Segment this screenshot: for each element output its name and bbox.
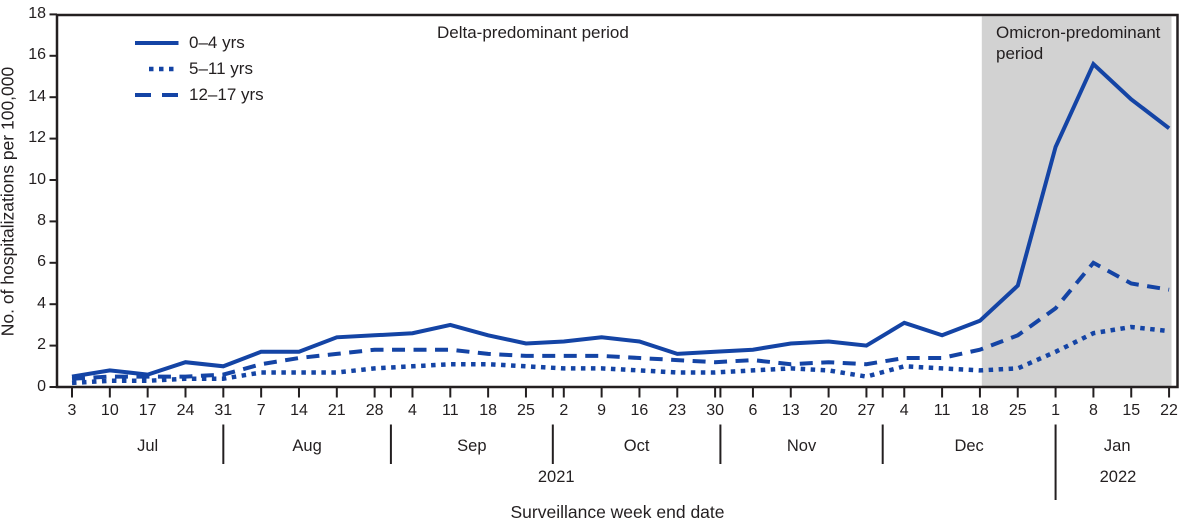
month-label: Aug: [292, 437, 322, 455]
x-tick-label: 30: [706, 402, 724, 419]
x-tick-label: 21: [327, 402, 346, 419]
x-tick-label: 27: [857, 402, 876, 419]
legend-label: 0–4 yrs: [189, 33, 245, 52]
legend-item: 5–11 yrs: [135, 56, 264, 82]
month-label: Dec: [954, 437, 984, 455]
x-tick-label: 13: [781, 402, 800, 419]
x-tick-label: 2: [559, 402, 569, 419]
x-tick-label: 25: [1008, 402, 1027, 419]
x-tick-label: 31: [214, 402, 233, 419]
x-tick-label: 25: [517, 402, 535, 419]
dashed-line-sample: [135, 93, 179, 97]
y-tick-label: 6: [37, 253, 46, 271]
series-line-5-11-yrs: [71, 324, 1170, 386]
legend-item: 12–17 yrs: [135, 82, 264, 108]
legend: 0–4 yrs 5–11 yrs 12–17 yrs: [135, 30, 264, 108]
dotted-line-sample: [149, 66, 179, 72]
y-tick-label: 2: [37, 336, 46, 354]
x-tick-label: 23: [668, 402, 687, 419]
x-tick-label: 9: [597, 402, 607, 419]
month-label: Jan: [1103, 437, 1131, 455]
solid-line-sample: [135, 41, 179, 45]
series-line-0-4-yrs: [71, 60, 1171, 379]
x-tick-label: 18: [479, 402, 498, 419]
omicron-period-annotation: Omicron-predominant period: [996, 23, 1161, 63]
x-tick-label: 18: [971, 402, 989, 419]
x-tick-label: 22: [1160, 402, 1178, 419]
x-tick-label: 20: [819, 402, 838, 419]
y-tick-label: 10: [28, 170, 46, 188]
y-tick-label: 14: [28, 87, 46, 105]
x-tick-label: 14: [290, 402, 308, 419]
legend-item: 0–4 yrs: [135, 30, 264, 56]
y-tick-label: 0: [37, 377, 46, 395]
month-label: Jul: [137, 437, 159, 455]
x-tick-label: 15: [1122, 402, 1141, 419]
delta-period-annotation: Delta-predominant period: [437, 23, 629, 42]
y-tick-label: 18: [28, 4, 46, 22]
year-label: 2022: [1099, 468, 1137, 486]
year-label: 2021: [537, 468, 575, 486]
x-tick-label: 11: [933, 402, 951, 419]
omicron-shaded-region: [981, 16, 1172, 386]
x-tick-label: 3: [67, 402, 77, 419]
series-line-12-17-yrs: [71, 260, 1170, 381]
x-tick-label: 17: [138, 402, 157, 419]
month-label: Nov: [786, 437, 817, 455]
x-tick-label: 28: [365, 402, 384, 419]
legend-label: 12–17 yrs: [189, 85, 264, 104]
x-tick-label: 1: [1051, 402, 1061, 419]
y-tick-label: 8: [37, 211, 46, 229]
x-tick-label: 7: [256, 402, 266, 419]
x-tick-label: 10: [100, 402, 119, 419]
month-label: Sep: [457, 437, 487, 455]
x-axis-title: Surveillance week end date: [510, 502, 725, 522]
x-tick-label: 11: [441, 402, 459, 419]
plot-frame: [55, 13, 1179, 389]
x-tick-label: 6: [748, 402, 758, 419]
y-tick-label: 12: [28, 129, 46, 147]
x-tick-label: 24: [176, 402, 195, 419]
x-tick-label: 4: [899, 402, 909, 419]
legend-label: 5–11 yrs: [189, 59, 253, 78]
x-tick-label: 16: [630, 402, 649, 419]
y-tick-label: 4: [37, 294, 46, 312]
x-tick-label: 4: [408, 402, 417, 419]
y-tick-label: 16: [28, 46, 46, 64]
month-label: Oct: [623, 437, 650, 455]
x-tick-label: 8: [1088, 402, 1098, 419]
